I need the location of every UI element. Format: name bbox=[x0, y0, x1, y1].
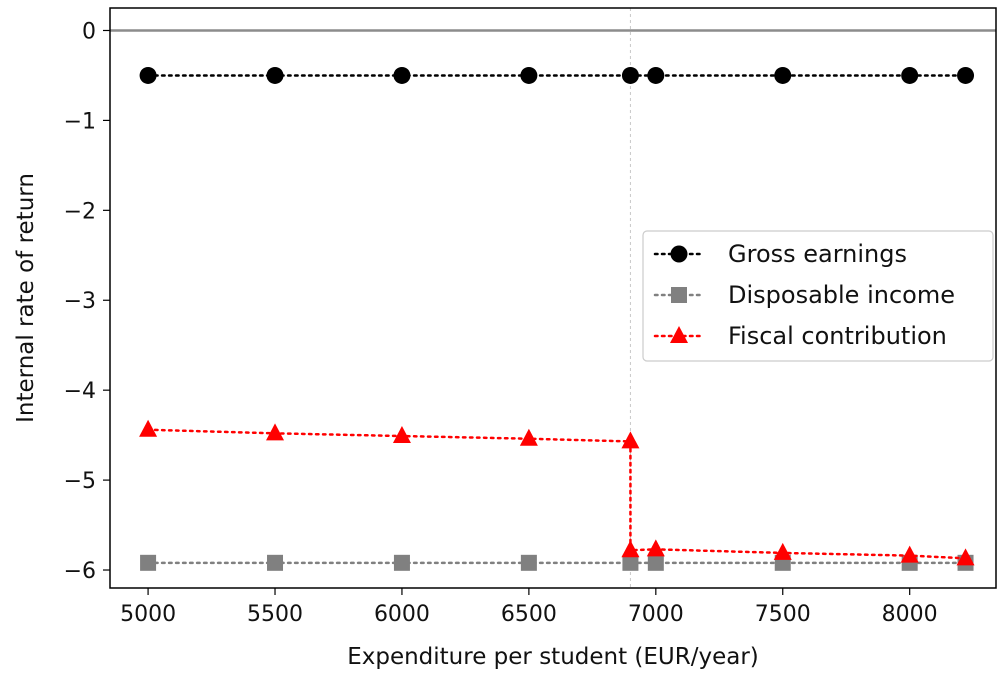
y-tick-label: −2 bbox=[64, 199, 96, 224]
legend-item: Fiscal contribution bbox=[653, 322, 947, 350]
series-gross-earnings bbox=[139, 66, 975, 84]
data-point bbox=[901, 66, 919, 84]
x-tick-label: 7000 bbox=[628, 602, 684, 627]
x-tick-label: 8000 bbox=[882, 602, 938, 627]
legend-item: Disposable income bbox=[653, 281, 955, 309]
series-fiscal-contribution bbox=[139, 419, 975, 566]
data-point bbox=[139, 419, 158, 437]
y-axis-label: Internal rate of return bbox=[13, 173, 39, 423]
legend-marker bbox=[670, 326, 688, 343]
data-point bbox=[266, 423, 285, 441]
data-point bbox=[519, 428, 538, 446]
data-point bbox=[393, 66, 411, 84]
axis-ticks: 5000 5500 6000 6500 7000 7500 8000 0 −1 −2 −3 −4 −5 −… bbox=[64, 19, 938, 627]
data-point bbox=[646, 539, 665, 557]
series-layer bbox=[139, 66, 975, 571]
x-tick-label: 5500 bbox=[247, 602, 303, 627]
data-point bbox=[621, 66, 639, 84]
legend-label: Disposable income bbox=[728, 281, 955, 309]
legend-label: Fiscal contribution bbox=[728, 322, 947, 350]
data-point bbox=[622, 554, 639, 571]
y-tick-label: −6 bbox=[64, 559, 96, 584]
legend-item: Gross earnings bbox=[653, 240, 907, 268]
data-point bbox=[647, 66, 665, 84]
data-point bbox=[956, 548, 975, 566]
legend: Gross earnings Disposable income Fiscal co… bbox=[642, 230, 994, 362]
y-tick-label: −5 bbox=[64, 469, 96, 494]
legend-label: Gross earnings bbox=[728, 240, 907, 268]
legend-marker bbox=[671, 287, 687, 303]
data-point bbox=[266, 66, 284, 84]
x-tick-label: 6500 bbox=[501, 602, 557, 627]
data-point bbox=[647, 554, 664, 571]
data-point bbox=[621, 431, 640, 449]
x-axis-label: Expenditure per student (EUR/year) bbox=[347, 644, 759, 670]
data-point bbox=[267, 554, 284, 571]
legend-box bbox=[642, 230, 994, 362]
reference-lines bbox=[110, 8, 996, 588]
data-point bbox=[774, 66, 792, 84]
x-tick-label: 7500 bbox=[755, 602, 811, 627]
y-tick-label: −3 bbox=[64, 289, 96, 314]
x-tick-label: 5000 bbox=[120, 602, 176, 627]
x-tick-label: 6000 bbox=[374, 602, 430, 627]
data-point bbox=[621, 540, 640, 558]
data-point bbox=[773, 542, 792, 560]
data-point bbox=[520, 66, 538, 84]
data-point bbox=[520, 554, 537, 571]
y-tick-label: 0 bbox=[82, 19, 96, 44]
data-point bbox=[140, 554, 157, 571]
legend-marker bbox=[670, 245, 688, 263]
data-point bbox=[392, 426, 411, 444]
y-tick-label: −1 bbox=[64, 109, 96, 134]
data-point bbox=[393, 554, 410, 571]
data-point bbox=[139, 66, 157, 84]
data-point bbox=[957, 66, 975, 84]
series-line bbox=[146, 428, 967, 560]
plot-frame bbox=[109, 7, 997, 589]
data-point bbox=[900, 545, 919, 563]
y-tick-label: −4 bbox=[64, 379, 96, 404]
